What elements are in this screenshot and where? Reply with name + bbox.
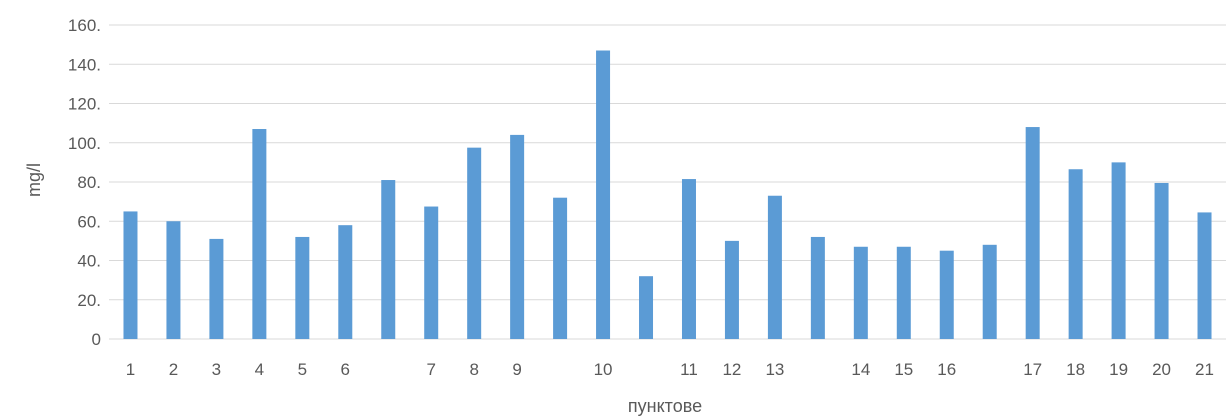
bar (681, 179, 696, 339)
bar (1068, 169, 1083, 339)
x-tick-label: 11 (680, 360, 698, 379)
x-axis-title: пунктове (628, 396, 702, 416)
x-tick-label: 9 (512, 360, 521, 379)
bar (510, 134, 525, 339)
bar (553, 197, 568, 339)
bar (939, 250, 954, 339)
x-tick-label: 12 (722, 360, 741, 379)
y-tick-label: 160. (68, 16, 101, 35)
x-tick-label: 14 (851, 360, 870, 379)
y-tick-label: 100. (68, 134, 101, 153)
bar (1111, 162, 1126, 339)
x-tick-label: 16 (937, 360, 956, 379)
bar (724, 240, 739, 339)
bar (596, 50, 611, 339)
x-tick-label: 5 (298, 360, 307, 379)
bar (123, 211, 138, 339)
y-tick-label: 60. (77, 212, 101, 231)
x-axis-ticks: 1 2 3 4 5 6 7 8 9 10 11 12 13 14 15 16 17 18 19 20 21 (126, 360, 1214, 379)
x-tick-label: 4 (255, 360, 264, 379)
bar (896, 246, 911, 339)
x-tick-label: 8 (469, 360, 478, 379)
bar (424, 206, 439, 339)
x-tick-label: 10 (594, 360, 613, 379)
y-tick-label: 0 (92, 330, 101, 349)
gridlines (109, 24, 1226, 340)
bars (123, 50, 1212, 339)
x-tick-label: 19 (1109, 360, 1128, 379)
x-tick-label: 2 (169, 360, 178, 379)
x-tick-label: 3 (212, 360, 221, 379)
bar (295, 236, 310, 339)
x-tick-label: 1 (126, 360, 135, 379)
bar (810, 236, 825, 339)
bar (209, 238, 224, 339)
y-tick-label: 80. (77, 173, 101, 192)
x-tick-label: 21 (1195, 360, 1214, 379)
bar (982, 244, 997, 339)
bar (467, 147, 482, 339)
x-tick-label: 20 (1152, 360, 1171, 379)
y-tick-label: 140. (68, 55, 101, 74)
bar (853, 246, 868, 339)
y-tick-label: 40. (77, 252, 101, 271)
bar (381, 180, 396, 339)
x-tick-label: 18 (1066, 360, 1085, 379)
bar (1025, 127, 1040, 339)
x-tick-label: 7 (426, 360, 435, 379)
bar (166, 221, 181, 339)
bar (639, 276, 654, 339)
x-tick-label: 6 (341, 360, 350, 379)
bar (1154, 182, 1169, 339)
y-tick-label: 20. (77, 291, 101, 310)
x-tick-label: 17 (1023, 360, 1042, 379)
y-axis-ticks: 0 20. 40. 60. 80. 100. 120. 140. 160. (68, 16, 101, 349)
x-tick-label: 13 (765, 360, 784, 379)
y-axis-title: mg/l (24, 163, 44, 197)
bar (767, 195, 782, 339)
bar (1197, 212, 1212, 339)
x-tick-label: 15 (894, 360, 913, 379)
bar (338, 225, 353, 339)
y-tick-label: 120. (68, 95, 101, 114)
bar (252, 129, 267, 339)
